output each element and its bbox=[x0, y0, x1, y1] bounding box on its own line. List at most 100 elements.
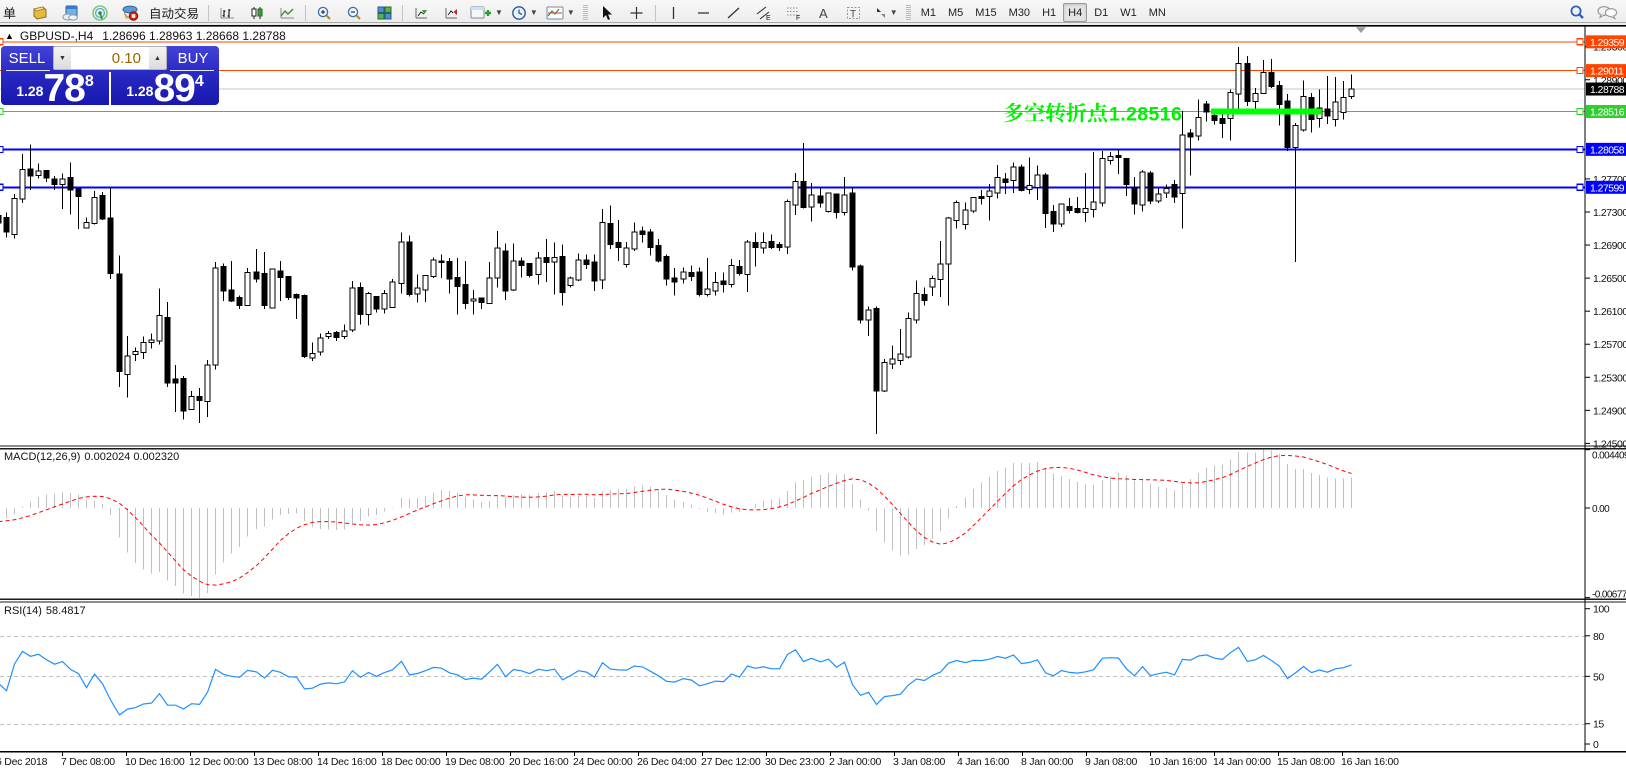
channel-tool-icon[interactable]: E bbox=[752, 3, 776, 23]
line-handle[interactable] bbox=[0, 145, 4, 153]
toolbar-separator bbox=[402, 4, 403, 21]
time-axis-label: 19 Dec 08:00 bbox=[445, 756, 505, 768]
price-badge bbox=[1586, 142, 1626, 156]
candle-body bbox=[357, 286, 364, 315]
dropdown-arrow-icon: ▼ bbox=[889, 8, 898, 17]
svg-text:1.28516: 1.28516 bbox=[1109, 104, 1182, 126]
candlestick-chart-icon[interactable] bbox=[245, 3, 269, 23]
buy-price[interactable]: 1.28 89 4 bbox=[111, 69, 219, 105]
candle-body bbox=[881, 361, 888, 392]
timeframe-toolbar: M1 M5 M15 M30 H1 H4 D1 W1 MN bbox=[915, 3, 1172, 22]
annotation-text[interactable]: 1.28516 bbox=[1003, 102, 1182, 126]
rsi-scale-label: 100 bbox=[1593, 604, 1610, 616]
timeframe-M30[interactable]: M30 bbox=[1008, 6, 1031, 19]
timeframe-D1[interactable]: D1 bbox=[1094, 6, 1109, 19]
buy-button[interactable]: BUY bbox=[177, 49, 209, 67]
timeframe-M1[interactable]: M1 bbox=[920, 6, 936, 19]
crosshair-tool-icon[interactable] bbox=[625, 3, 649, 23]
line-handle[interactable] bbox=[1576, 145, 1584, 153]
timeframe-M15[interactable]: M15 bbox=[975, 6, 997, 19]
candle-body bbox=[857, 265, 864, 321]
price-scale[interactable]: 1.293001.289001.277001.273001.269001.265… bbox=[1585, 35, 1626, 751]
trendline-objects[interactable]: 1.28516 bbox=[1003, 27, 1366, 126]
chart-shift-icon[interactable] bbox=[439, 3, 463, 23]
candle-series bbox=[0, 47, 1355, 435]
search-icon[interactable] bbox=[1565, 3, 1589, 23]
candle-body bbox=[752, 242, 759, 248]
ohlc-values: 1.28696 1.28963 1.28668 1.28788 bbox=[102, 29, 286, 43]
candle-body bbox=[164, 316, 171, 384]
horizontal-line-tool-icon[interactable] bbox=[692, 3, 716, 23]
macd-values: 0.002024 0.002320 bbox=[84, 451, 180, 463]
market-watch-icon[interactable] bbox=[28, 3, 52, 23]
timeframe-W1[interactable]: W1 bbox=[1120, 6, 1137, 19]
timeframe-H1[interactable]: H1 bbox=[1042, 6, 1057, 19]
terminal-window-icon[interactable] bbox=[58, 3, 82, 23]
zoom-out-icon[interactable] bbox=[342, 3, 366, 23]
candle-body bbox=[261, 273, 268, 306]
line-handle[interactable] bbox=[1576, 66, 1584, 75]
timeframe-M5[interactable]: M5 bbox=[947, 6, 964, 19]
chat-icon[interactable] bbox=[1595, 3, 1619, 23]
candle-body bbox=[696, 271, 703, 295]
line-handle[interactable] bbox=[1576, 107, 1584, 116]
line-handle[interactable] bbox=[1576, 183, 1584, 191]
text-tool-icon[interactable]: A bbox=[812, 3, 836, 23]
signals-icon[interactable] bbox=[88, 3, 112, 23]
sell-button[interactable]: SELL bbox=[8, 49, 46, 67]
volume-increase-button[interactable]: ▲ bbox=[149, 47, 166, 69]
candle-body bbox=[889, 358, 896, 365]
price-scale-label: 1.24500 bbox=[1593, 438, 1626, 450]
profiles-button[interactable]: ▼ bbox=[510, 3, 539, 23]
line-handle[interactable] bbox=[1576, 38, 1584, 46]
trendline-tool-icon[interactable] bbox=[722, 3, 746, 23]
chart-shift-marker[interactable] bbox=[1356, 27, 1366, 33]
candle-body bbox=[43, 170, 50, 179]
auto-scroll-icon[interactable] bbox=[409, 3, 433, 23]
new-chart-button[interactable]: ▼ bbox=[469, 3, 504, 23]
time-axis-label: 2 Jan 00:00 bbox=[829, 756, 882, 768]
candle-body bbox=[792, 180, 799, 206]
line-chart-icon[interactable] bbox=[275, 3, 299, 23]
vertical-line-tool-icon[interactable] bbox=[662, 3, 686, 23]
price-scale-label: 1.25300 bbox=[1593, 372, 1626, 384]
tile-windows-icon[interactable] bbox=[372, 3, 396, 23]
candle-body bbox=[647, 231, 654, 248]
timeframe-H4[interactable]: H4 bbox=[1063, 3, 1088, 22]
autotrading-icon[interactable] bbox=[118, 3, 142, 23]
line-handle[interactable] bbox=[0, 183, 4, 191]
candle-body bbox=[148, 339, 155, 343]
bar-chart-icon[interactable] bbox=[215, 3, 239, 23]
time-axis-label: 13 Dec 08:00 bbox=[253, 756, 313, 768]
label-tool-icon[interactable]: T bbox=[842, 3, 866, 23]
price-badge-label: 1.27599 bbox=[1590, 183, 1625, 194]
candle-body bbox=[67, 176, 74, 191]
candle-body bbox=[1244, 62, 1251, 103]
timeframe-MN[interactable]: MN bbox=[1148, 6, 1166, 19]
zoom-in-icon[interactable] bbox=[312, 3, 336, 23]
autotrading-label[interactable] bbox=[148, 3, 202, 23]
sell-price[interactable]: 1.28 78 8 bbox=[1, 69, 109, 105]
horizontal-line-objects[interactable] bbox=[0, 38, 1585, 191]
symbol-period: GBPUSD-,H4 bbox=[19, 29, 94, 43]
toolbar-separator bbox=[654, 4, 656, 21]
toolbar-grip[interactable] bbox=[905, 4, 911, 21]
new-order-button[interactable] bbox=[0, 3, 22, 23]
time-axis[interactable]: 6 Dec 2018 7 Dec 08:00 10 Dec 16:00 12 Dec … bbox=[0, 751, 1399, 769]
autotrading-label-text bbox=[151, 6, 198, 19]
fibonacci-tool-icon[interactable]: F bbox=[782, 3, 806, 23]
templates-button[interactable]: ▼ bbox=[545, 3, 576, 23]
price-badge-label: 1.29359 bbox=[1590, 38, 1625, 49]
volume-input[interactable]: 0.10 bbox=[71, 47, 149, 69]
line-handle[interactable] bbox=[0, 38, 4, 46]
candle-body bbox=[1082, 207, 1089, 213]
line-handle[interactable] bbox=[0, 107, 4, 116]
candle-body bbox=[406, 241, 413, 295]
arrows-tool-button[interactable]: ▼ bbox=[872, 3, 899, 23]
cursor-tool-icon[interactable] bbox=[595, 3, 619, 23]
candle-body bbox=[1042, 174, 1049, 214]
collapse-panel-icon[interactable]: ▲ bbox=[5, 31, 14, 41]
toolbar-grip[interactable] bbox=[582, 4, 588, 21]
volume-decrease-button[interactable]: ▼ bbox=[54, 47, 71, 69]
